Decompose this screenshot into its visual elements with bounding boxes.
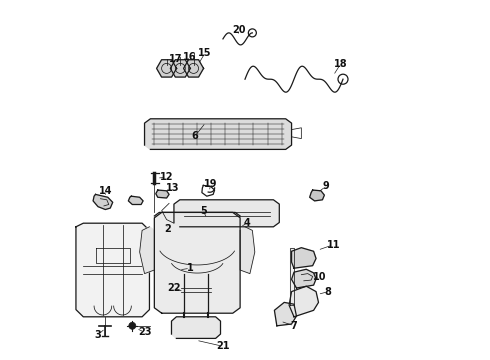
Text: 4: 4	[244, 218, 251, 228]
Polygon shape	[290, 248, 294, 305]
Polygon shape	[156, 190, 169, 198]
Polygon shape	[128, 196, 143, 204]
Text: 3: 3	[95, 330, 101, 340]
Polygon shape	[274, 302, 296, 326]
Polygon shape	[292, 269, 316, 288]
Polygon shape	[310, 190, 324, 201]
Polygon shape	[171, 60, 190, 77]
Polygon shape	[140, 227, 154, 274]
Text: 15: 15	[198, 48, 212, 58]
Polygon shape	[76, 223, 149, 317]
Text: 14: 14	[98, 186, 112, 196]
Polygon shape	[157, 60, 176, 77]
Text: 19: 19	[204, 179, 218, 189]
Text: 16: 16	[183, 52, 197, 62]
Text: 9: 9	[322, 181, 329, 192]
Text: 21: 21	[216, 341, 230, 351]
Polygon shape	[172, 317, 220, 338]
Text: 10: 10	[313, 272, 327, 282]
Polygon shape	[154, 212, 240, 313]
Text: 8: 8	[325, 287, 332, 297]
Text: 6: 6	[192, 131, 198, 141]
Text: 11: 11	[326, 240, 340, 250]
Text: 2: 2	[164, 224, 171, 234]
Text: 18: 18	[334, 59, 347, 69]
Text: 23: 23	[138, 327, 151, 337]
Text: 20: 20	[232, 24, 246, 35]
Text: 5: 5	[200, 206, 207, 216]
Polygon shape	[174, 200, 279, 227]
Text: 22: 22	[167, 283, 181, 293]
Circle shape	[129, 322, 136, 329]
Polygon shape	[145, 119, 292, 149]
Text: 1: 1	[187, 263, 194, 273]
Text: 12: 12	[160, 172, 173, 182]
Polygon shape	[93, 194, 113, 210]
Text: 17: 17	[169, 54, 182, 64]
Text: 7: 7	[291, 321, 297, 331]
Polygon shape	[292, 248, 316, 268]
Text: 13: 13	[166, 183, 179, 193]
Polygon shape	[184, 60, 203, 77]
Polygon shape	[289, 286, 318, 317]
Polygon shape	[240, 227, 255, 274]
